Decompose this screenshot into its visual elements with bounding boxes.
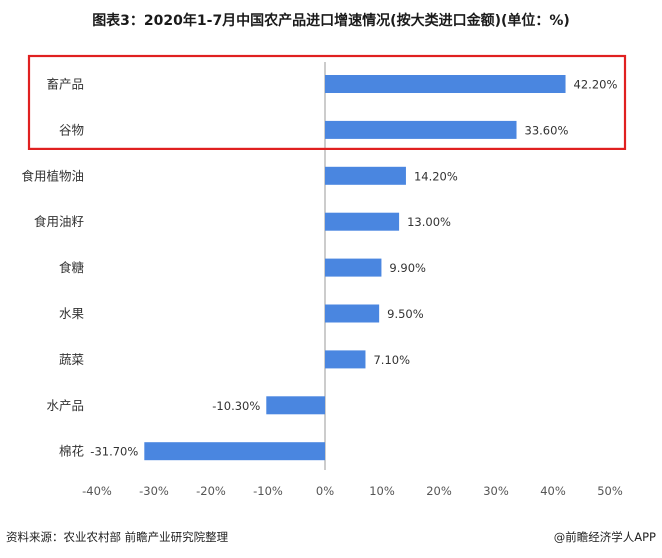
bar <box>325 75 566 93</box>
bar <box>325 120 517 139</box>
x-tick-label: -10% <box>253 484 283 498</box>
value-label: -31.70% <box>90 445 138 459</box>
value-label: 14.20% <box>414 169 458 183</box>
category-label: 水果 <box>59 306 85 321</box>
bar <box>325 304 380 323</box>
source-note: 资料来源：农业农村部 前瞻产业研究院整理 <box>6 530 229 544</box>
value-label: 7.10% <box>373 353 410 367</box>
value-label: 9.50% <box>387 307 424 321</box>
x-tick-label: 40% <box>540 484 566 498</box>
category-label: 谷物 <box>59 122 84 137</box>
x-tick-label: 20% <box>426 484 452 498</box>
highlight-box <box>27 54 627 151</box>
x-tick-label: 30% <box>483 484 509 498</box>
value-label: 9.90% <box>389 261 426 275</box>
x-tick-label: -20% <box>196 484 226 498</box>
x-tick-label: -30% <box>139 484 169 498</box>
bar <box>325 258 382 277</box>
x-tick-label: 50% <box>597 484 623 498</box>
x-tick-label: 10% <box>369 484 395 498</box>
chart-title: 图表3：2020年1-7月中国农产品进口增速情况(按大类进口金额)(单位：%) <box>92 13 570 29</box>
value-label: 13.00% <box>407 215 451 229</box>
category-label: 食用油籽 <box>34 214 84 229</box>
bar <box>325 212 400 231</box>
category-label: 畜产品 <box>46 77 84 92</box>
x-tick-label: -40% <box>82 484 112 498</box>
value-label: 42.20% <box>574 78 618 92</box>
x-tick-label: 0% <box>316 484 334 498</box>
category-label: 水产品 <box>46 398 84 413</box>
value-label: -10.30% <box>212 399 260 413</box>
bar <box>325 350 366 369</box>
brand-credit: @前瞻经济学人APP <box>553 530 656 544</box>
category-label: 棉花 <box>59 444 84 459</box>
bar <box>325 166 406 185</box>
bar <box>144 442 325 461</box>
category-label: 蔬菜 <box>59 352 85 367</box>
category-label: 食糖 <box>59 260 85 275</box>
bar <box>266 396 325 415</box>
category-label: 食用植物油 <box>21 168 84 183</box>
value-label: 33.60% <box>525 123 569 137</box>
